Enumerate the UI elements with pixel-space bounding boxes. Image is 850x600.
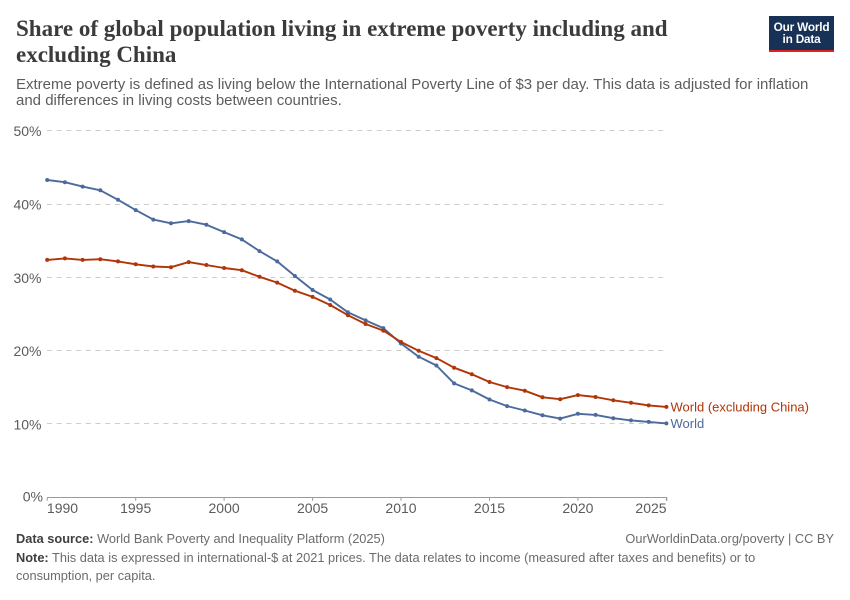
svg-text:2005: 2005: [297, 500, 328, 516]
svg-text:10%: 10%: [13, 416, 41, 432]
svg-text:1995: 1995: [120, 500, 151, 516]
svg-text:30%: 30%: [13, 270, 41, 286]
svg-text:20%: 20%: [13, 343, 41, 359]
svg-text:2010: 2010: [385, 500, 416, 516]
svg-text:2015: 2015: [474, 500, 505, 516]
svg-text:1990: 1990: [47, 500, 78, 516]
svg-text:2020: 2020: [562, 500, 593, 516]
svg-text:World: World: [671, 416, 705, 431]
svg-text:World (excluding China): World (excluding China): [671, 400, 810, 415]
svg-text:40%: 40%: [13, 197, 41, 213]
svg-text:50%: 50%: [13, 123, 41, 139]
svg-text:2025: 2025: [635, 500, 666, 516]
svg-text:0%: 0%: [23, 488, 43, 504]
svg-text:2000: 2000: [209, 500, 240, 516]
